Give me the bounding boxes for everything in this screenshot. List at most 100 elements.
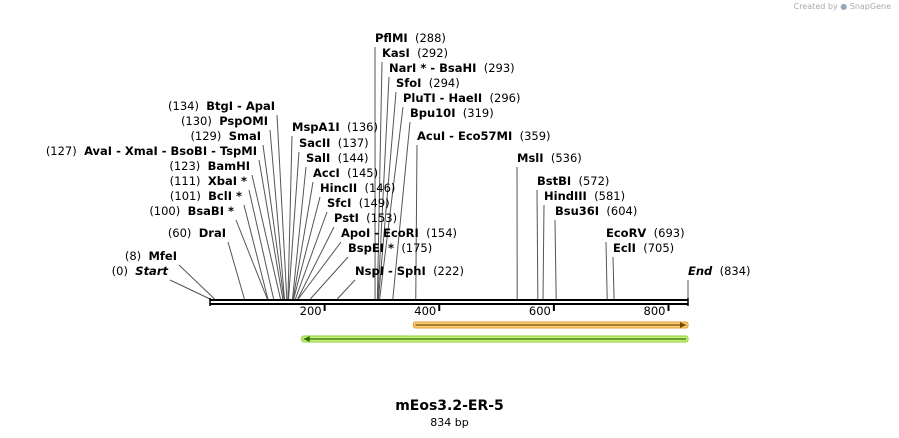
site-position: (144)	[338, 151, 369, 165]
site-enzyme: PstI	[334, 211, 359, 225]
leader-line	[292, 166, 307, 300]
leader-line	[379, 106, 404, 300]
leader-line	[276, 114, 288, 300]
site-enzyme: BtgI - ApaI	[206, 99, 275, 113]
leader-line	[169, 279, 211, 300]
site-label: PflMI (288)	[375, 31, 446, 45]
site-label: (129) SmaI	[190, 129, 261, 143]
leader-line	[248, 189, 275, 300]
leader-line	[554, 219, 557, 300]
site-label: MspA1I (136)	[292, 120, 378, 134]
leader-line	[251, 174, 281, 300]
site-label: (134) BtgI - ApaI	[168, 99, 275, 113]
site-position: (0)	[112, 264, 128, 278]
site-position: (693)	[654, 226, 685, 240]
site-label: NspI - SphI (222)	[355, 264, 464, 278]
site-position: (294)	[429, 76, 460, 90]
leader-line	[612, 256, 615, 300]
site-label: (0) Start	[112, 264, 169, 278]
site-label: BspEI * (175)	[348, 241, 432, 255]
leader-line	[415, 144, 418, 300]
site-enzyme: SalI	[306, 151, 330, 165]
site-position: (175)	[401, 241, 432, 255]
site-label: (123) BamHI	[169, 159, 250, 173]
site-enzyme: AcuI - Eco57MI	[417, 129, 512, 143]
site-enzyme: BstBI	[537, 174, 571, 188]
site-position: (581)	[594, 189, 625, 203]
leader-line	[294, 211, 328, 300]
site-label: AccI (145)	[313, 166, 378, 180]
site-enzyme: SfcI	[327, 196, 351, 210]
site-position: (834)	[720, 264, 751, 278]
site-position: (154)	[426, 226, 457, 240]
site-position: (136)	[347, 120, 378, 134]
leader-line	[178, 264, 215, 300]
site-label: (8) MfeI	[125, 249, 177, 263]
sequence-backbone: 200 400 600 800	[209, 298, 689, 318]
leader-line	[287, 135, 293, 300]
site-enzyme: SfoI	[396, 76, 421, 90]
site-enzyme: PspOMI	[219, 114, 268, 128]
site-label: EcoRV (693)	[606, 226, 685, 240]
site-position: (8)	[125, 249, 141, 263]
leader-line	[235, 219, 268, 300]
site-label: SfoI (294)	[396, 76, 460, 90]
leader-line	[377, 76, 390, 300]
site-enzyme: SmaI	[229, 129, 261, 143]
leader-line	[243, 204, 269, 300]
leader-line	[288, 151, 300, 300]
site-position: (129)	[190, 129, 221, 143]
site-position: (319)	[463, 106, 494, 120]
site-position: (293)	[484, 61, 515, 75]
site-position: (137)	[338, 136, 369, 150]
site-label: NarI * - BsaHI (293)	[389, 61, 515, 75]
site-enzyme: Bpu10I	[410, 106, 455, 120]
credit-text: Created by	[793, 2, 838, 11]
site-position: (572)	[578, 174, 609, 188]
scale-tick-label: 400	[414, 304, 436, 318]
leader-line	[297, 241, 342, 300]
site-label: BstBI (572)	[537, 174, 609, 188]
site-enzyme: AccI	[313, 166, 340, 180]
site-position: (288)	[415, 31, 446, 45]
scale-tick-label: 200	[300, 304, 322, 318]
site-enzyme: EclI	[613, 241, 636, 255]
snapgene-credit: Created by ● SnapGene	[794, 2, 891, 11]
site-enzyme: KasI	[382, 46, 410, 60]
leader-line	[536, 189, 539, 300]
leader-line	[392, 121, 411, 300]
map-length: 834 bp	[430, 416, 469, 429]
leader-line	[258, 159, 284, 300]
site-position: (130)	[181, 114, 212, 128]
credit-brand: SnapGene	[849, 2, 891, 11]
site-position: (222)	[433, 264, 464, 278]
site-labels: (0) Start(8) MfeI(60) DraI(100) BsaBI *(…	[46, 31, 751, 278]
leader-line	[309, 256, 349, 300]
site-enzyme: PluTI - HaeII	[403, 91, 482, 105]
site-position: (153)	[366, 211, 397, 225]
site-position: (149)	[359, 196, 390, 210]
site-label: End (834)	[688, 264, 751, 278]
site-label: PstI (153)	[334, 211, 397, 225]
site-enzyme: HindIII	[544, 189, 587, 203]
site-label: ApoI - EcoRI (154)	[341, 226, 457, 240]
site-label: MslI (536)	[517, 151, 582, 165]
leader-line	[227, 241, 245, 300]
site-enzyme: SacII	[299, 136, 330, 150]
site-label: (111) XbaI *	[170, 174, 247, 188]
site-position: (145)	[347, 166, 378, 180]
forward-feature-arrowhead-icon	[680, 322, 686, 328]
site-label: (101) BclI *	[170, 189, 242, 203]
site-position: (536)	[551, 151, 582, 165]
leader-line	[542, 204, 545, 300]
site-position: (101)	[170, 189, 201, 203]
site-enzyme: BamHI	[208, 159, 250, 173]
leader-line	[336, 279, 356, 300]
site-enzyme: Bsu36I	[555, 204, 599, 218]
site-label: SfcI (149)	[327, 196, 390, 210]
site-label: HincII (146)	[320, 181, 395, 195]
site-label: SalI (144)	[306, 151, 369, 165]
site-label: SacII (137)	[299, 136, 369, 150]
site-enzyme: Start	[135, 264, 168, 278]
site-enzyme: NarI * - BsaHI	[389, 61, 476, 75]
